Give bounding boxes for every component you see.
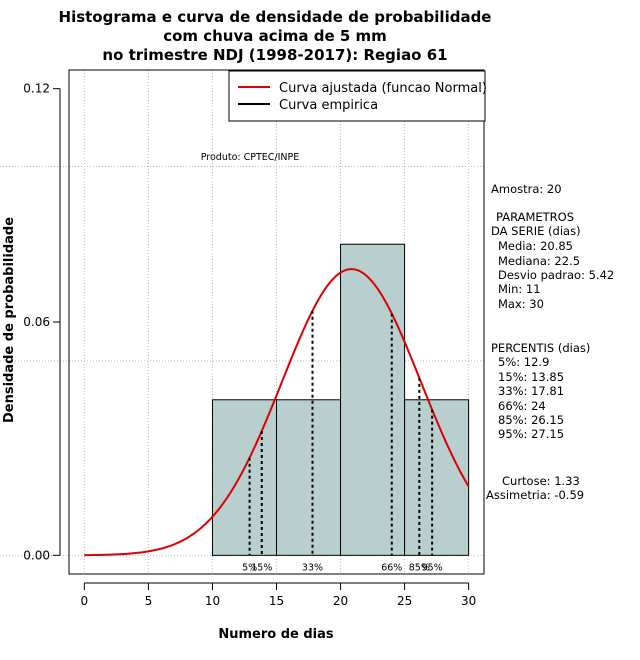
percentile-95: 95%: 27.15 xyxy=(498,427,564,441)
percentile-tick-label-5: 5% xyxy=(242,562,257,573)
histogram-bar-2 xyxy=(276,399,342,556)
x-tick-label: 0 xyxy=(81,594,89,608)
stat-mean: Media: 20.85 xyxy=(498,239,573,253)
x-tick-label: 25 xyxy=(397,594,412,608)
legend: Curva ajustada (funcao Normal) Curva emp… xyxy=(228,70,487,122)
x-tick-label: 20 xyxy=(333,594,348,608)
y-tick-label: 0.06 xyxy=(23,315,50,329)
histogram-bar-1 xyxy=(211,399,277,556)
fitted-curve-layer xyxy=(84,268,470,557)
percentile-5: 5%: 12.9 xyxy=(498,355,549,369)
percentile-tick-label-33: 33% xyxy=(302,562,323,573)
histogram-bar-3 xyxy=(340,243,406,556)
percentile-lines: 5%15% 33% 66% 85%95% xyxy=(242,310,443,573)
x-tick-label: 5 xyxy=(145,594,153,608)
stat-stddev: Desvio padrao: 5.42 xyxy=(498,268,614,282)
x-tick-label: 10 xyxy=(205,594,220,608)
x-axis-label: Numero de dias xyxy=(218,627,334,642)
percentile-tick-label-85: 85% xyxy=(409,562,430,573)
percentile-33: 33%: 17.81 xyxy=(498,384,564,398)
stat-median: Mediana: 22.5 xyxy=(498,254,580,268)
params-title-1: PARAMETROS xyxy=(496,210,574,224)
fitted-normal-curve xyxy=(84,268,470,557)
stat-min: Min: 11 xyxy=(498,282,541,296)
percentile-tick-label-66: 66% xyxy=(381,562,402,573)
axes: 0 5 10 15 20 25 30 0.00 0.06 0.12 xyxy=(23,82,476,608)
chart-title-line-1: Histograma e curva de densidade de proba… xyxy=(59,8,492,26)
product-annotation: Produto: CPTEC/INPE xyxy=(201,152,300,163)
chart-title-line-2: com chuva acima de 5 mm xyxy=(163,27,387,45)
legend-fitted-label: Curva ajustada (funcao Normal) xyxy=(279,81,487,96)
percentile-tick-label-95: 95% xyxy=(422,562,443,573)
x-tick-label: 30 xyxy=(461,594,476,608)
statistics-panel: Amostra: 20 PARAMETROS DA SERIE (dias) M… xyxy=(486,182,614,502)
chart-title-line-3: no trimestre NDJ (1998-2017): Regiao 61 xyxy=(102,46,447,64)
kurtosis: Curtose: 1.33 xyxy=(502,474,580,488)
histogram-bar-4 xyxy=(404,399,470,556)
x-tick-label: 15 xyxy=(269,594,284,608)
percentile-66: 66%: 24 xyxy=(498,399,546,413)
sample-size: Amostra: 20 xyxy=(491,182,562,196)
y-tick-label: 0.00 xyxy=(23,548,50,562)
percentiles-title: PERCENTIS (dias) xyxy=(491,341,590,355)
percentile-tick-label-15: 15% xyxy=(251,562,272,573)
y-axis-label: Densidade de probabilidade xyxy=(2,217,17,423)
legend-box xyxy=(228,70,486,122)
histogram-bars xyxy=(211,243,470,556)
params-title-2: DA SERIE (dias) xyxy=(491,224,581,238)
stat-max: Max: 30 xyxy=(498,297,544,311)
plot-frame xyxy=(68,69,485,575)
percentile-15: 15%: 13.85 xyxy=(498,370,564,384)
skewness: Assimetria: -0.59 xyxy=(486,488,584,502)
legend-empirical-label: Curva empirica xyxy=(279,98,378,113)
percentile-85: 85%: 26.15 xyxy=(498,413,564,427)
y-tick-label: 0.12 xyxy=(23,82,50,96)
